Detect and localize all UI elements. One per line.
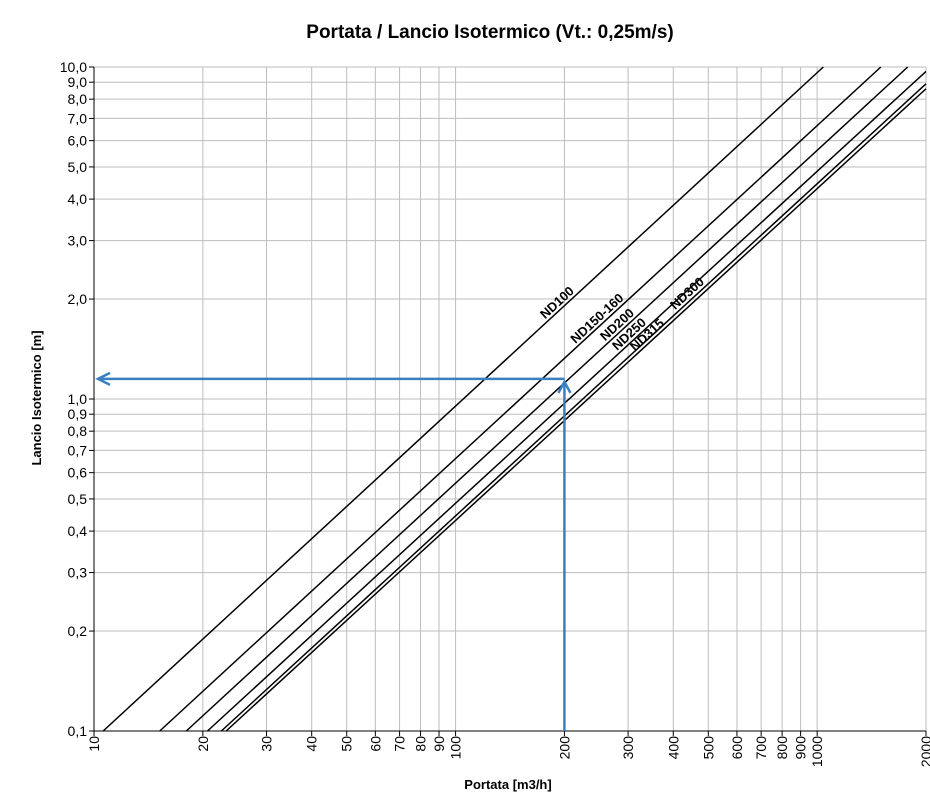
x-tick-label: 50 [339, 736, 355, 752]
axes [89, 66, 927, 736]
series-line-nd300 [220, 83, 927, 732]
y-tick-label: 0,9 [68, 406, 88, 422]
series-line-nd250 [206, 70, 927, 732]
x-tick-label: 40 [304, 736, 320, 752]
x-tick-label: 80 [413, 736, 429, 752]
reading-annotation [95, 371, 572, 731]
x-tick-label: 30 [259, 736, 275, 752]
y-tick-label: 6,0 [68, 133, 88, 149]
x-tick-label: 90 [431, 736, 447, 752]
x-tick-label: 400 [665, 736, 681, 760]
grid [93, 66, 927, 732]
x-tick-label: 1000 [809, 736, 825, 767]
y-tick-label: 0,7 [68, 442, 88, 458]
chart-title: Portata / Lancio Isotermico (Vt.: 0,25m/… [306, 22, 673, 43]
y-tick-label: 5,0 [68, 159, 88, 175]
x-tick-label: 900 [793, 736, 809, 760]
y-axis-title: Lancio Isotermico [m] [29, 330, 44, 465]
y-tick-label: 0,1 [68, 723, 88, 739]
y-tick-label: 2,0 [68, 291, 88, 307]
y-tick-label: 9,0 [68, 74, 88, 90]
y-tick-label: 1,0 [68, 391, 88, 407]
series-label-nd100: ND100 [537, 283, 577, 321]
y-tick-label: 4,0 [68, 191, 88, 207]
x-axis-title: Portata [m3/h] [464, 777, 551, 792]
x-tick-label: 60 [367, 736, 383, 752]
x-tick-label: 300 [620, 736, 636, 760]
up-arrow-head [557, 379, 572, 394]
x-tick-label: 200 [556, 736, 572, 760]
x-tick-label: 100 [448, 736, 464, 760]
x-tick-label: 700 [753, 736, 769, 760]
y-tick-label: 10,0 [60, 59, 87, 75]
tick-labels: 10 20 30 40 50 60 70 80 90 100 200 300 400 500 600 700 8… [60, 59, 930, 767]
series-line-nd150-160 [159, 66, 882, 732]
y-tick-label: 7,0 [68, 110, 88, 126]
y-tick-label: 0,8 [68, 423, 88, 439]
series-line-nd315 [225, 88, 927, 732]
x-tick-label: 800 [774, 736, 790, 760]
x-tick-label: 20 [195, 736, 211, 752]
y-tick-label: 0,6 [68, 465, 88, 481]
x-tick-label: 2000 [918, 736, 930, 767]
x-tick-label: 600 [729, 736, 745, 760]
y-tick-label: 8,0 [68, 91, 88, 107]
left-arrow-head [95, 371, 111, 386]
y-tick-label: 0,4 [68, 523, 88, 539]
x-tick-label: 500 [700, 736, 716, 760]
x-tick-label: 10 [86, 736, 102, 752]
y-tick-label: 0,2 [68, 623, 88, 639]
y-tick-label: 0,5 [68, 491, 88, 507]
x-tick-label: 70 [392, 736, 408, 752]
series-line-nd200 [185, 66, 909, 732]
y-tick-label: 3,0 [68, 233, 88, 249]
series-line-nd100 [102, 66, 824, 732]
y-tick-label: 0,3 [68, 565, 88, 581]
